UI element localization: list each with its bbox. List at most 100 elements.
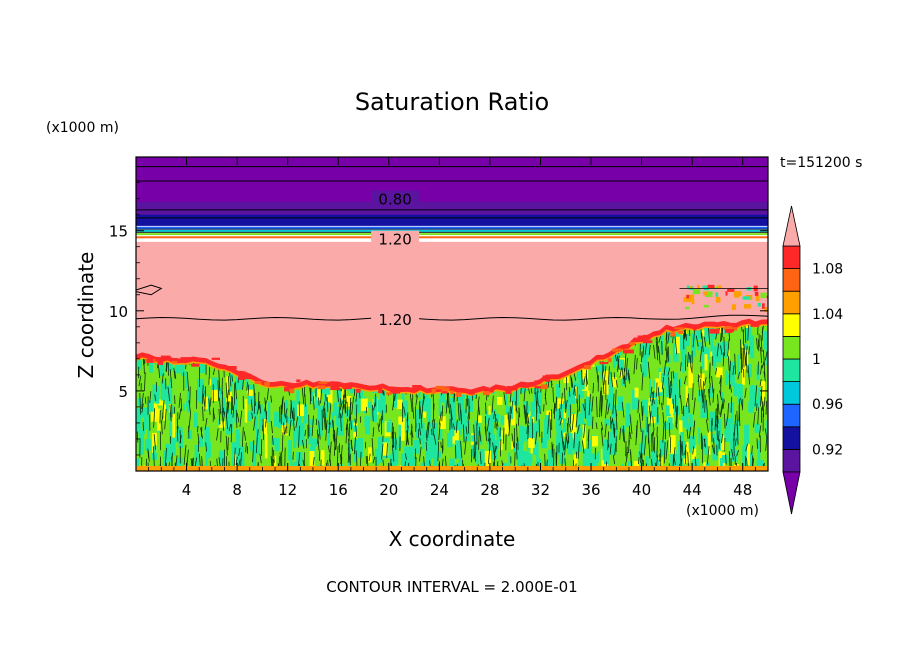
contour-fragment [298,425,300,448]
contour-fragment [219,397,222,415]
cell-patch [645,410,648,429]
contour-fragment [153,434,156,450]
contour-fragment [662,388,665,406]
contour-fragment [704,394,706,413]
contour-fragment [164,447,167,467]
contour-fragment [496,418,499,427]
cell-patch [642,357,648,377]
contour-fragment [642,345,645,358]
contour-fragment [301,386,305,405]
cell-patch [659,442,667,456]
cell-patch [681,415,689,428]
cell-patch [160,379,166,386]
contour-fragment [647,361,651,379]
contour-fragment [259,400,262,414]
edge-patch [709,328,720,334]
contour-fragment [668,376,670,397]
contour-fragment [669,387,673,399]
contour-fragment [222,411,226,424]
colorbar-segment [782,313,801,337]
contour-fragment [160,470,161,471]
contour-fragment [662,412,665,424]
contour-fragment [473,424,476,445]
contour-fragment [405,453,407,460]
cell-patch [169,378,173,404]
cell-patch [341,382,347,400]
contour-fragment [609,443,612,455]
contour-fragment [256,406,260,415]
cell-patch [168,405,175,421]
contour-fragment [500,469,502,471]
contour-fragment [745,443,748,452]
cell-patch [163,450,168,471]
contour-fragment [744,388,747,399]
contour-fragment [723,336,725,356]
contour-fragment [672,447,676,465]
transition-cyan [136,229,768,232]
contour-label: 0.80 [378,191,411,209]
cell-patch [557,428,564,443]
x-tick-label: 12 [278,481,297,499]
cell-patch [288,440,292,461]
y-tick-label: 5 [118,383,128,401]
cell-patch [346,396,352,407]
cell-patch [515,448,522,458]
edge-patch [227,366,237,370]
cell-patch [674,460,682,471]
cell-patch [265,433,268,443]
cell-patch [604,439,610,465]
contour-fragment [492,442,495,456]
cell-patch [650,399,657,417]
cell-patch [721,455,729,464]
contour-fragment [477,401,480,415]
contour-fragment [432,403,435,422]
cell-patch [143,420,146,435]
edge-patch [712,286,718,289]
colorbar-tick-label: 1.04 [812,307,843,323]
contour-fragment [708,362,711,379]
cell-patch [669,403,674,415]
contour-fragment [676,405,678,425]
contour-fragment [703,336,707,347]
contour-fragment [627,372,630,384]
contour-fragment [228,423,232,432]
contour-fragment [324,408,327,430]
contour-fragment [563,441,566,450]
contour-fragment [164,409,167,430]
contour-fragment [201,384,204,405]
contour-fragment [318,420,321,440]
cell-patch [218,421,226,428]
cell-patch [234,397,238,423]
contour-fragment [575,410,578,428]
cell-patch [253,395,256,403]
contour-fragment [345,426,348,444]
cell-patch [397,399,403,410]
cell-patch [633,460,640,471]
edge-patch [450,390,454,395]
transition-blue [136,226,768,230]
moist-edge-red [136,318,768,395]
cell-patch [518,425,525,444]
contour-fragment [153,446,155,468]
contour-fragment [623,425,626,443]
contour-fragment [552,386,554,403]
contour-fragment [702,381,704,398]
contour-fragment [336,445,339,468]
cell-patch [580,428,585,437]
contour-fragment [302,440,305,449]
contour-fragment [695,335,699,347]
cell-patch [665,405,671,417]
contour-fragment [596,396,598,418]
edge-patch [599,362,609,365]
cell-patch [459,392,465,410]
cell-patch [760,381,765,407]
contour-fragment [297,452,301,469]
contour-fragment [573,431,576,449]
contour-fragment [612,393,615,415]
edge-patch [284,387,295,392]
cell-patch [751,384,755,408]
contour-fragment [624,350,627,372]
cell-patch [309,446,316,456]
cell-patch [197,385,203,402]
contour-fragment [667,352,669,362]
